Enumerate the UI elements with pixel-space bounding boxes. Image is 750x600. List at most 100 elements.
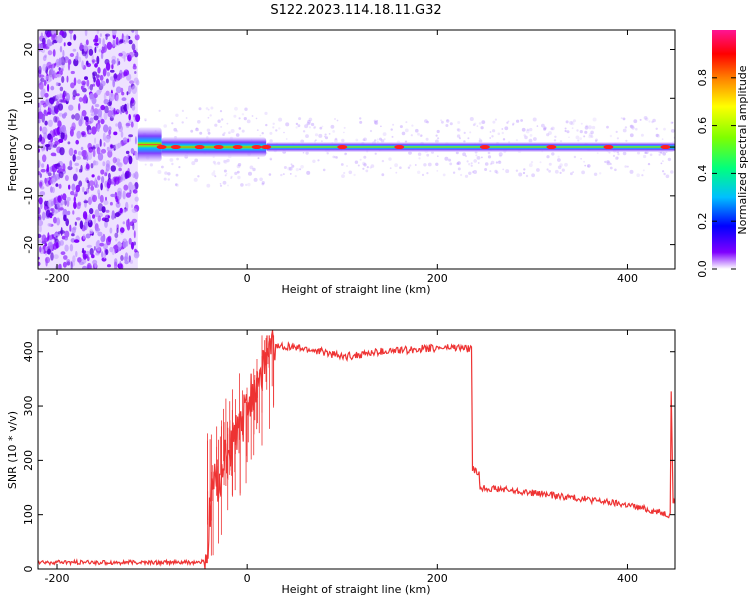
band-halo-dot: [341, 174, 345, 179]
noise-speckle: [135, 30, 139, 36]
band-halo-dot: [472, 123, 476, 127]
noise-speckle: [131, 208, 138, 214]
noise-speckle: [87, 85, 90, 90]
band-halo-dot: [321, 125, 324, 128]
noise-speckle: [128, 39, 133, 45]
noise-speckle: [109, 246, 114, 253]
band-halo-dot: [359, 120, 363, 124]
noise-speckle: [42, 41, 46, 49]
noise-speckle: [134, 171, 139, 180]
noise-speckle: [70, 190, 75, 196]
band-halo-dot: [533, 137, 537, 141]
band-halo-dot: [234, 106, 238, 111]
band-halo-dot: [270, 158, 272, 161]
band-halo-dot: [332, 155, 336, 159]
band-halo-dot: [328, 133, 331, 135]
band-halo-dot: [487, 155, 492, 159]
noise-speckle: [78, 180, 83, 187]
band-halo-dot: [494, 169, 498, 173]
noise-speckle: [38, 219, 44, 227]
band-halo-dot: [446, 119, 449, 122]
band-halo-dot: [319, 126, 323, 130]
noise-speckle: [68, 147, 74, 156]
band-halo-dot: [315, 139, 317, 142]
noise-speckle: [45, 246, 48, 252]
band-halo-dot: [577, 139, 580, 142]
band-halo-dot: [576, 129, 579, 132]
colorbar-tick-label: 0.2: [696, 212, 709, 230]
noise-speckle: [128, 155, 133, 165]
band-halo-dot: [643, 116, 648, 120]
band-halo-dot: [625, 139, 628, 142]
band-halo-dot: [195, 127, 199, 132]
band-halo-dot: [409, 164, 412, 167]
noise-speckle: [65, 218, 69, 227]
noise-speckle: [108, 129, 112, 135]
band-halo-dot: [330, 124, 335, 129]
band-halo-dot: [410, 134, 413, 137]
band-halo-dot: [223, 169, 227, 173]
band-halo-dot: [226, 122, 229, 125]
noise-speckle: [109, 201, 113, 206]
noise-speckle: [113, 108, 116, 115]
noise-speckle: [128, 86, 132, 93]
noise-speckle: [108, 172, 111, 180]
band-halo-dot: [515, 139, 519, 142]
band-halo-dot: [383, 138, 386, 141]
band-halo-dot: [176, 157, 180, 161]
noise-speckle: [97, 215, 102, 222]
band-halo-dot: [171, 162, 174, 166]
band-halo-dot: [336, 119, 339, 122]
band-halo-dot: [609, 134, 613, 138]
band-halo-dot: [317, 159, 320, 162]
band-halo-dot: [465, 155, 467, 158]
band-halo-dot: [345, 152, 347, 155]
band-halo-dot: [324, 133, 327, 136]
band-halo-dot: [449, 162, 453, 166]
colorbar-label: Normalized spectral amplitude: [736, 65, 749, 234]
noise-speckle: [74, 221, 77, 226]
band-halo-dot: [388, 157, 392, 161]
band-halo-dot: [671, 121, 674, 124]
snr-series-line: [38, 330, 675, 569]
noise-speckle: [61, 124, 66, 133]
noise-speckle: [56, 162, 61, 167]
noise-speckle: [101, 251, 104, 258]
colorbar: 0.0 0.2 0.4 0.6 0.8 Normalized spectral ampl…: [696, 30, 749, 278]
band-halo-dot: [322, 168, 326, 172]
band-halo-dot: [325, 136, 328, 140]
band-halo-dot: [340, 163, 344, 166]
noise-speckle: [131, 43, 136, 51]
band-halo-dot: [305, 151, 309, 155]
noise-speckle: [64, 244, 69, 252]
noise-speckle: [111, 210, 115, 219]
band-halo-dot: [197, 175, 200, 178]
band-halo-dot: [343, 171, 346, 175]
noise-speckle: [91, 126, 97, 135]
noise-speckle: [68, 184, 71, 190]
band-halo-dot: [343, 131, 345, 134]
noise-speckle: [50, 200, 54, 207]
noise-speckle: [89, 208, 94, 215]
noise-speckle: [118, 61, 121, 65]
band-halo-dot: [285, 138, 288, 140]
band-halo-dot: [318, 133, 323, 138]
noise-speckle: [45, 257, 48, 267]
band-halo-dot: [462, 152, 466, 157]
band-halo-dot: [302, 130, 306, 133]
band-halo-dot: [644, 151, 647, 154]
band-halo-dot: [557, 158, 561, 162]
noise-speckle: [131, 85, 137, 94]
noise-speckle: [99, 242, 105, 247]
noise-speckle: [110, 193, 116, 198]
band-halo-dot: [305, 134, 309, 139]
band-halo-dot: [631, 126, 635, 130]
noise-speckle: [104, 220, 108, 228]
band-halo-dot: [529, 127, 533, 132]
band-halo-dot: [314, 133, 319, 137]
noise-speckle: [77, 257, 82, 263]
spectrogram-ytick-label: 20: [22, 43, 35, 57]
noise-speckle: [89, 229, 94, 235]
band-halo-dot: [197, 120, 201, 124]
noise-speckle: [79, 220, 84, 230]
